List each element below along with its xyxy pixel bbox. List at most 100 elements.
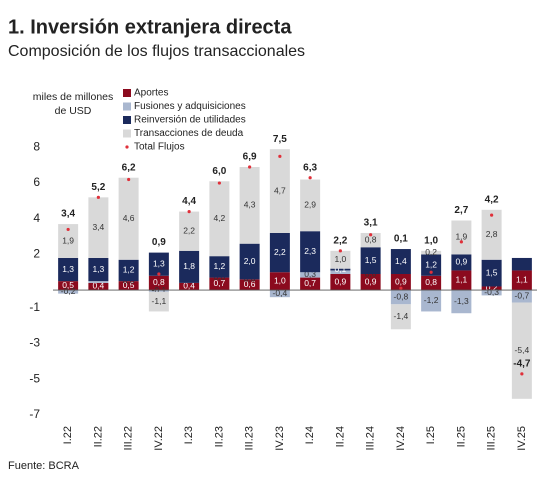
legend-label: Total Flujos [134, 142, 185, 153]
total-label: 6,2 [122, 162, 136, 173]
total-label: 7,5 [273, 134, 287, 145]
total-label: 2,7 [454, 205, 468, 216]
data-label: -5,4 [515, 345, 530, 355]
bar-segment [390, 249, 411, 274]
bar-segment [300, 179, 321, 232]
bar-segment [148, 291, 169, 312]
bar-segment [88, 257, 109, 282]
x-tick-label: II.25 [455, 426, 467, 447]
bar-segment [300, 231, 321, 273]
bar-segment [88, 197, 109, 258]
data-label: 2,2 [183, 225, 195, 235]
bar-segment [58, 224, 79, 258]
total-marker [278, 154, 282, 158]
y-tick-label: 6 [33, 175, 40, 189]
y-tick-label: 4 [33, 211, 40, 225]
y-axis-label: miles de millones [33, 91, 114, 103]
legend-swatch [123, 89, 131, 97]
total-marker [248, 165, 252, 169]
bar-segment [269, 232, 290, 273]
x-tick-label: I.22 [62, 426, 74, 444]
bar-segment [481, 286, 502, 291]
y-tick-label: 2 [33, 247, 40, 261]
legend-swatch [125, 145, 129, 149]
total-marker [217, 181, 221, 185]
data-label: 0,8 [153, 277, 165, 287]
data-label: -1,2 [424, 295, 439, 305]
legend-label: Fusiones y adquisiciones [134, 101, 246, 112]
total-marker [399, 286, 403, 290]
bar-segment [421, 275, 442, 291]
x-tick-label: I.23 [183, 426, 195, 444]
bar-segment [511, 302, 532, 399]
bar-segment [390, 290, 411, 305]
bar-segment [58, 290, 79, 294]
data-label: 1,2 [425, 259, 437, 269]
bar-segment [118, 259, 139, 282]
data-label: 0,1 [334, 264, 346, 274]
bar-segment [148, 290, 169, 292]
y-axis-label: de USD [55, 105, 92, 117]
bar-segment [481, 259, 502, 287]
data-label: -1,3 [454, 296, 469, 306]
total-label: 0,1 [394, 234, 408, 245]
total-label: 2,2 [333, 235, 347, 246]
bar-segment [118, 177, 139, 260]
x-tick-label: IV.24 [395, 426, 407, 451]
total-marker [127, 177, 131, 182]
y-tick-label: -1 [29, 300, 40, 314]
data-label: 1,1 [516, 274, 528, 284]
data-label: 0,7 [213, 278, 225, 288]
bar-segment [390, 304, 411, 330]
legend-label: Reinversión de utilidades [134, 115, 246, 126]
data-label: 0,8 [365, 234, 377, 244]
legend-swatch [123, 116, 131, 124]
total-marker [157, 272, 161, 276]
bar-segment [148, 252, 169, 276]
x-tick-label: III.22 [123, 426, 135, 450]
bar-segment [390, 274, 411, 291]
data-label: 0,9 [334, 276, 346, 286]
bar-segment [88, 281, 109, 283]
bar-segment [451, 270, 472, 291]
data-label: -0,7 [515, 291, 530, 301]
bar-segment [481, 290, 502, 296]
x-tick-label: IV.22 [153, 426, 165, 451]
total-label: 4,2 [485, 194, 499, 205]
x-tick-label: IV.23 [274, 426, 286, 451]
data-label: 2,8 [486, 229, 498, 239]
bar-segment [300, 277, 321, 291]
bar-segment [300, 272, 321, 278]
data-label: 1,5 [365, 255, 377, 265]
bar-segment [58, 257, 79, 282]
bar-segment [360, 274, 381, 291]
data-label: 0,7 [304, 278, 316, 288]
bar-segment [330, 270, 351, 274]
data-label: -0,4 [273, 288, 288, 298]
bar-segment [451, 220, 472, 255]
total-marker [459, 240, 463, 244]
x-tick-label: I.25 [425, 426, 437, 444]
data-label: 1,1 [455, 274, 467, 284]
total-marker [490, 213, 494, 217]
data-label: 1,9 [62, 235, 74, 245]
bar-segment [421, 254, 442, 276]
total-label: 5,2 [91, 182, 105, 193]
x-tick-label: II.24 [334, 426, 346, 447]
data-label: 0,9 [365, 276, 377, 286]
data-label: 0,9 [395, 276, 407, 286]
data-label: 4,6 [123, 213, 135, 223]
total-label: 6,0 [212, 166, 226, 177]
data-label: 1,3 [62, 264, 74, 274]
bar-segment [451, 254, 472, 271]
data-label: 1,8 [183, 261, 195, 271]
data-label: 3,4 [92, 222, 104, 232]
bar-segment [269, 290, 290, 298]
y-tick-label: 8 [33, 140, 40, 154]
legend-swatch [123, 129, 131, 138]
bar-segment [239, 279, 260, 291]
legend-label: Transacciones de deuda [134, 128, 244, 139]
bar-segment [421, 290, 442, 312]
bar-segment [179, 282, 200, 291]
bar-segment [148, 275, 169, 291]
